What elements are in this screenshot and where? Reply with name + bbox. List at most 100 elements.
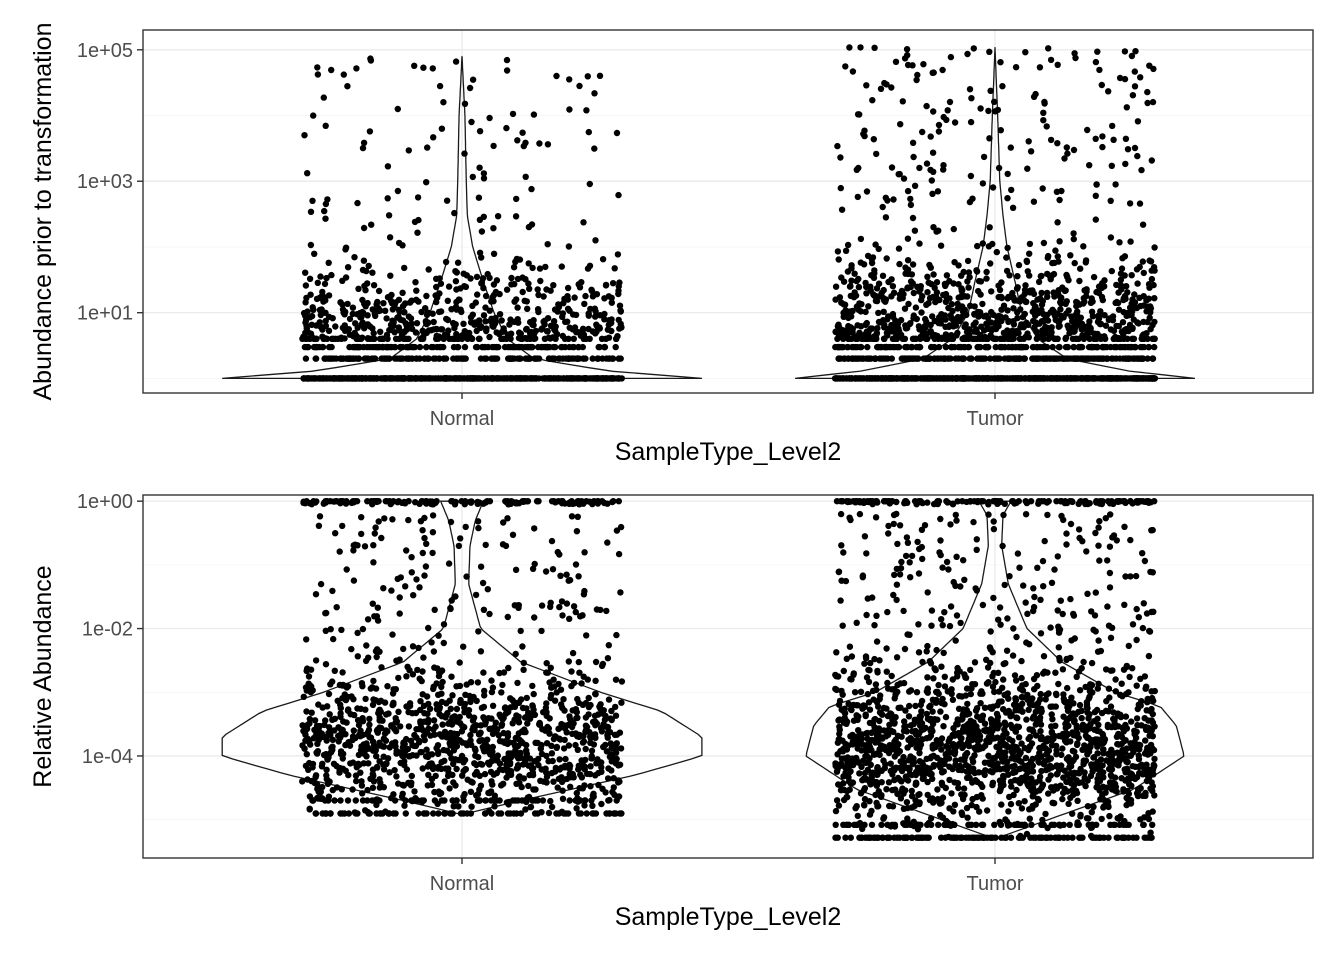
data-point [487,308,493,314]
data-point [468,679,474,685]
data-point [476,336,482,342]
data-point [845,268,851,274]
data-point [953,375,959,381]
data-point [897,171,903,177]
data-point [330,636,336,642]
data-point [568,683,574,689]
data-point [1093,59,1099,65]
data-point [1048,309,1054,315]
data-point [493,344,499,350]
data-point [1138,167,1144,173]
data-point [573,312,579,318]
data-point [1119,255,1125,261]
data-point [877,319,883,325]
data-point [1072,260,1078,266]
data-point [583,498,589,504]
data-point [566,106,572,112]
data-point [1083,293,1089,299]
data-point [312,717,318,723]
data-point [313,591,319,597]
data-point [616,317,622,323]
data-point [1149,336,1155,342]
data-point [335,698,341,704]
data-point [397,610,403,616]
data-point [994,249,1000,255]
data-point [992,108,998,114]
data-point [565,306,571,312]
data-point [615,291,621,297]
data-point [520,667,526,673]
data-point [1083,259,1089,265]
data-point [1040,110,1046,116]
data-point [513,296,519,302]
data-point [576,670,582,676]
data-point [1015,284,1021,290]
data-point [375,605,381,611]
data-point [429,782,435,788]
data-point [1150,355,1156,361]
data-point [508,331,514,337]
data-point [543,700,549,706]
data-point [942,316,948,322]
data-point [615,251,621,257]
data-point [928,281,934,287]
data-point [606,335,612,341]
data-point [850,326,856,332]
data-point [359,680,365,686]
data-point [463,740,469,746]
data-point [591,90,597,96]
data-point [473,592,479,598]
data-point [448,519,454,525]
data-point [912,183,918,189]
data-point [383,727,389,733]
data-point [390,498,396,504]
data-point [446,785,452,791]
data-point [495,213,501,219]
data-point [1004,355,1010,361]
data-point [457,535,463,541]
data-point [337,810,343,816]
data-point [854,303,860,309]
data-point [303,375,309,381]
data-point [530,566,536,572]
data-point [1064,375,1070,381]
data-point [351,577,357,583]
data-point [845,242,851,248]
data-point [1134,280,1140,286]
data-point [479,228,485,234]
data-point [467,85,473,91]
data-point [365,375,371,381]
data-point [511,264,517,270]
data-point [303,355,309,361]
data-point [356,355,362,361]
data-point [945,107,951,113]
data-point [924,160,930,166]
data-point [987,224,993,230]
data-point [901,375,907,381]
data-point [578,810,584,816]
data-point [606,696,612,702]
data-point [592,330,598,336]
data-point [430,311,436,317]
data-point [413,726,419,732]
data-point [550,344,556,350]
data-point [451,321,457,327]
data-point [1005,295,1011,301]
data-point [548,695,554,701]
data-point [1109,163,1115,169]
data-point [384,683,390,689]
data-point [307,276,313,282]
data-point [841,375,847,381]
data-point [1088,355,1094,361]
data-point [470,174,476,180]
data-point [999,344,1005,350]
data-point [601,375,607,381]
data-point [355,325,361,331]
data-point [577,284,583,290]
data-point [315,280,321,286]
data-point [354,705,360,711]
data-point [1058,295,1064,301]
data-point [388,298,394,304]
data-point [835,248,841,254]
